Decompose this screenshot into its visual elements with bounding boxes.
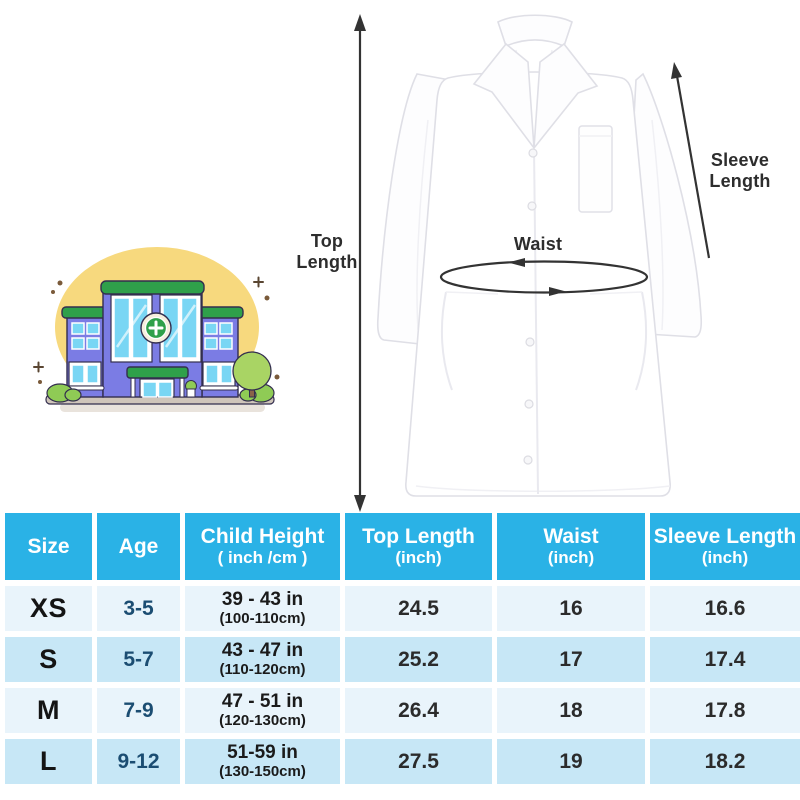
column-header-waist: Waist (inch)	[497, 513, 650, 580]
sleeve-length-label-line1: Sleeve	[710, 150, 770, 170]
table-row-xs-age: 3-5	[97, 586, 185, 631]
column-header-top-length: Top Length (inch)	[345, 513, 497, 580]
size-table: Size Age Child Height ( inch /cm ) Top L…	[5, 513, 800, 784]
top-length-label: Top Length	[292, 231, 362, 273]
green-cross-emblem	[140, 312, 172, 344]
side-pockets	[440, 291, 648, 391]
right-wing-roof	[196, 306, 244, 319]
top-length-arrow	[354, 14, 366, 512]
sleeve-length-label-line2: Length	[709, 171, 771, 191]
hospital-building	[61, 280, 244, 398]
table-row-xs-sleeve-length: 16.6	[650, 586, 800, 631]
potted-plant	[185, 380, 197, 398]
awning	[126, 366, 189, 379]
table-row-s-height: 43 - 47 in (110-120cm)	[185, 637, 345, 682]
hospital-illustration	[30, 247, 290, 425]
sleeve-length-arrow	[671, 62, 711, 259]
sparkle-decorations	[33, 276, 280, 384]
lab-coat	[376, 14, 703, 497]
table-row-xs-height: 39 - 43 in (100-110cm)	[185, 586, 345, 631]
table-row-s-waist: 17	[497, 637, 650, 682]
column-header-age: Age	[97, 513, 185, 580]
table-row-xs-top-length: 24.5	[345, 586, 497, 631]
chest-pocket	[578, 125, 613, 213]
waist-arrow	[439, 258, 649, 296]
table-row-l-height: 51-59 in (130-150cm)	[185, 739, 345, 784]
collar	[472, 14, 599, 151]
column-header-size: Size	[5, 513, 97, 580]
table-row-s-size: S	[5, 637, 97, 682]
table-row-l-sleeve-length: 18.2	[650, 739, 800, 784]
table-row-m-waist: 18	[497, 688, 650, 733]
lab-coat-illustration	[354, 14, 711, 512]
bushes-and-tree	[46, 351, 275, 403]
column-header-child-height: Child Height ( inch /cm )	[185, 513, 345, 580]
table-row-m-size: M	[5, 688, 97, 733]
wing-windows	[65, 322, 239, 391]
table-row-s-top-length: 25.2	[345, 637, 497, 682]
waist-label: Waist	[513, 234, 563, 254]
table-row-m-sleeve-length: 17.8	[650, 688, 800, 733]
top-length-label-line2: Length	[296, 252, 358, 272]
sleeve-length-label: Sleeve Length	[698, 150, 782, 192]
table-row-l-top-length: 27.5	[345, 739, 497, 784]
column-header-sleeve-length: Sleeve Length (inch)	[650, 513, 800, 580]
table-row-l-waist: 19	[497, 739, 650, 784]
table-row-m-height: 47 - 51 in (120-130cm)	[185, 688, 345, 733]
table-row-s-sleeve-length: 17.4	[650, 637, 800, 682]
table-row-l-size: L	[5, 739, 97, 784]
table-row-xs-waist: 16	[497, 586, 650, 631]
left-wing-roof	[61, 306, 109, 319]
buttons	[523, 148, 538, 465]
table-row-xs-size: XS	[5, 586, 97, 631]
table-row-l-age: 9-12	[97, 739, 185, 784]
top-length-label-line1: Top	[310, 231, 344, 251]
table-row-s-age: 5-7	[97, 637, 185, 682]
entrance-door	[126, 366, 189, 398]
table-row-m-top-length: 26.4	[345, 688, 497, 733]
tower-roof	[100, 280, 205, 295]
table-row-m-age: 7-9	[97, 688, 185, 733]
